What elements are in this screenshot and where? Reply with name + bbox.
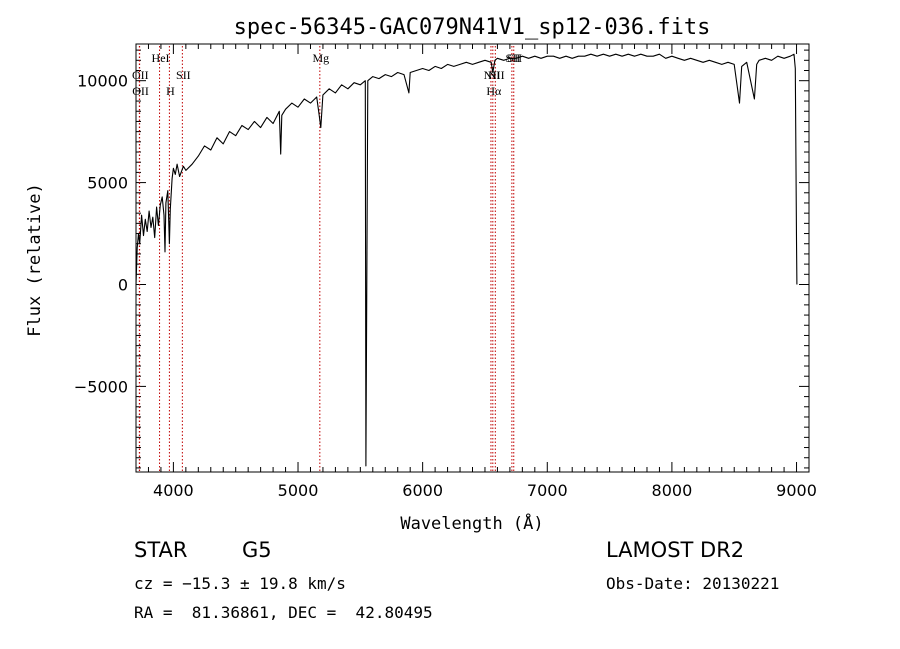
x-tick-label: 8000: [652, 481, 693, 500]
y-tick-label: 10000: [77, 72, 128, 91]
x-tick-label: 6000: [402, 481, 443, 500]
line-marker-label: HeI: [152, 51, 170, 65]
y-tick-label: 5000: [87, 174, 128, 193]
x-tick-label: 4000: [153, 481, 194, 500]
survey-label: LAMOST DR2: [606, 538, 745, 562]
plot-area: 4000 5000 6000 7000 8000 9000 −5000 0 5000 10000 O…: [74, 43, 817, 500]
line-marker-label: H: [166, 84, 175, 98]
x-tick-label: 7000: [527, 481, 568, 500]
x-axis-label: Wavelength (Å): [400, 512, 543, 534]
line-marker-label: SII: [176, 68, 191, 82]
coordinates-text: RA = 81.36861, DEC = 42.80495: [134, 603, 433, 622]
line-marker-label: OII: [132, 84, 149, 98]
y-tick-label: 0: [118, 275, 128, 294]
spectrum-line: [135, 53, 798, 467]
line-marker-label: OII: [132, 68, 149, 82]
x-tick-label: 5000: [278, 481, 319, 500]
y-tick-label: −5000: [74, 377, 128, 396]
redshift-text: cz = −15.3 ± 19.8 km/s: [134, 574, 346, 593]
object-class: STAR: [134, 538, 188, 562]
y-axis-label: Flux (relative): [25, 183, 45, 337]
line-marker-label: Mg: [312, 51, 329, 65]
obs-date-text: Obs-Date: 20130221: [606, 574, 780, 593]
line-marker-label: Hα: [486, 84, 502, 98]
line-marker-label: NII: [488, 68, 505, 82]
x-tick-label: 9000: [776, 481, 817, 500]
object-subclass: G5: [242, 538, 272, 562]
chart-title: spec-56345-GAC079N41V1_sp12-036.fits: [234, 15, 711, 40]
plot-frame: [135, 43, 810, 473]
line-marker-label: NII: [484, 68, 501, 82]
